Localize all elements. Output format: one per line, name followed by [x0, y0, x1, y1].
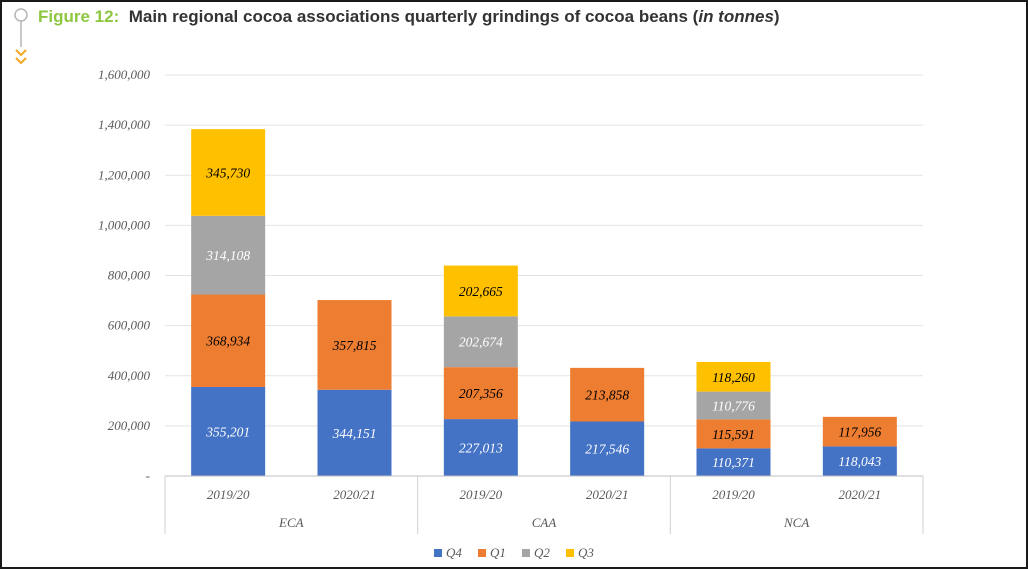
- figure-title-unit: in tonnes: [698, 7, 774, 26]
- bars: 355,201 368,934 314,108 345,730 344,151 357,8…: [191, 129, 897, 476]
- bar-segment-q2: [696, 391, 771, 420]
- data-label: 115,591: [712, 427, 755, 442]
- figure-title-main: Main regional cocoa associations quarter…: [128, 7, 699, 26]
- data-label: 227,013: [459, 441, 503, 456]
- bar-segment-q2: [443, 316, 518, 368]
- figure-number: Figure 12:: [38, 7, 120, 26]
- legend-swatch-q1: [478, 549, 486, 557]
- x-tick-label: 2020/21: [333, 487, 376, 502]
- bar-segment-q4: [191, 386, 266, 476]
- bar-segment-q4: [570, 421, 645, 476]
- data-label: 368,934: [205, 334, 250, 349]
- bar-segment-q4: [443, 419, 518, 476]
- bar-segment-q1: [317, 300, 392, 390]
- bar-segment-q3: [696, 361, 771, 392]
- data-label: 355,201: [205, 424, 250, 439]
- figure-title: Figure 12: Main regional cocoa associati…: [38, 7, 780, 27]
- x-group-label: NCA: [783, 515, 809, 530]
- bar-segment-q3: [191, 129, 266, 216]
- data-label: 217,546: [585, 442, 629, 457]
- x-group-label: ECA: [278, 515, 304, 530]
- legend-swatch-q4: [434, 549, 442, 557]
- y-tick-label: 400,000: [108, 368, 151, 383]
- pin-marker-icon: [14, 8, 28, 65]
- y-tick-label: 1,000,000: [98, 217, 151, 232]
- bar-segment-q2: [191, 215, 266, 295]
- data-label: 314,108: [205, 248, 250, 263]
- x-tick-label: 2019/20: [207, 487, 250, 502]
- y-tick-label: 200,000: [108, 418, 151, 433]
- data-label: 110,776: [712, 398, 755, 413]
- data-label: 118,043: [838, 454, 881, 469]
- legend-label-q3: Q3: [578, 545, 594, 560]
- bar-segment-q3: [443, 265, 518, 317]
- data-label: 117,956: [838, 425, 881, 440]
- y-tick-label: 800,000: [108, 268, 151, 283]
- x-tick-label: 2019/20: [460, 487, 503, 502]
- x-tick-label: 2020/21: [586, 487, 629, 502]
- legend-label-q2: Q2: [534, 545, 550, 560]
- y-axis-tick-labels: - 200,000 400,000 600,000 800,000 1,000,000 1,…: [98, 67, 151, 483]
- data-label: 344,151: [332, 426, 377, 441]
- data-label: 357,815: [332, 338, 377, 353]
- y-tick-label: 1,200,000: [98, 167, 151, 182]
- bar-segment-q1: [191, 294, 266, 387]
- bar-segment-q1: [443, 367, 518, 420]
- figure-header: Figure 12: Main regional cocoa associati…: [2, 2, 1026, 65]
- x-tick-label: 2019/20: [712, 487, 755, 502]
- data-label: 207,356: [459, 386, 503, 401]
- bar-segment-q1: [696, 419, 771, 449]
- bar-segment-q4: [317, 389, 392, 476]
- legend-swatch-q3: [566, 549, 574, 557]
- data-label: 110,371: [712, 455, 755, 470]
- data-label: 118,260: [712, 370, 755, 385]
- bar-segment-q1: [570, 367, 645, 422]
- bar-segment-q1: [822, 416, 897, 447]
- x-group-label: CAA: [532, 515, 557, 530]
- y-tick-label: 600,000: [108, 318, 151, 333]
- x-tick-label: 2020/21: [839, 487, 882, 502]
- legend-label-q4: Q4: [446, 545, 462, 560]
- x-axis: 2019/20 2020/21 ECA 2019/20 2020/21 CAA 2019/2…: [164, 475, 924, 534]
- data-label: 213,858: [585, 388, 629, 403]
- bar-segment-q4: [696, 448, 771, 476]
- y-tick-label: 1,600,000: [98, 67, 151, 82]
- gridlines: [165, 74, 923, 427]
- y-tick-label: -: [146, 468, 150, 483]
- data-label: 202,674: [459, 335, 503, 350]
- figure-title-close: ): [773, 7, 780, 26]
- legend: Q4 Q1 Q2 Q3: [434, 545, 594, 560]
- legend-label-q1: Q1: [490, 545, 506, 560]
- bar-segment-q4: [822, 446, 897, 476]
- legend-swatch-q2: [522, 549, 530, 557]
- data-label: 202,665: [459, 284, 503, 299]
- y-tick-label: 1,400,000: [98, 117, 151, 132]
- data-label: 345,730: [205, 165, 250, 180]
